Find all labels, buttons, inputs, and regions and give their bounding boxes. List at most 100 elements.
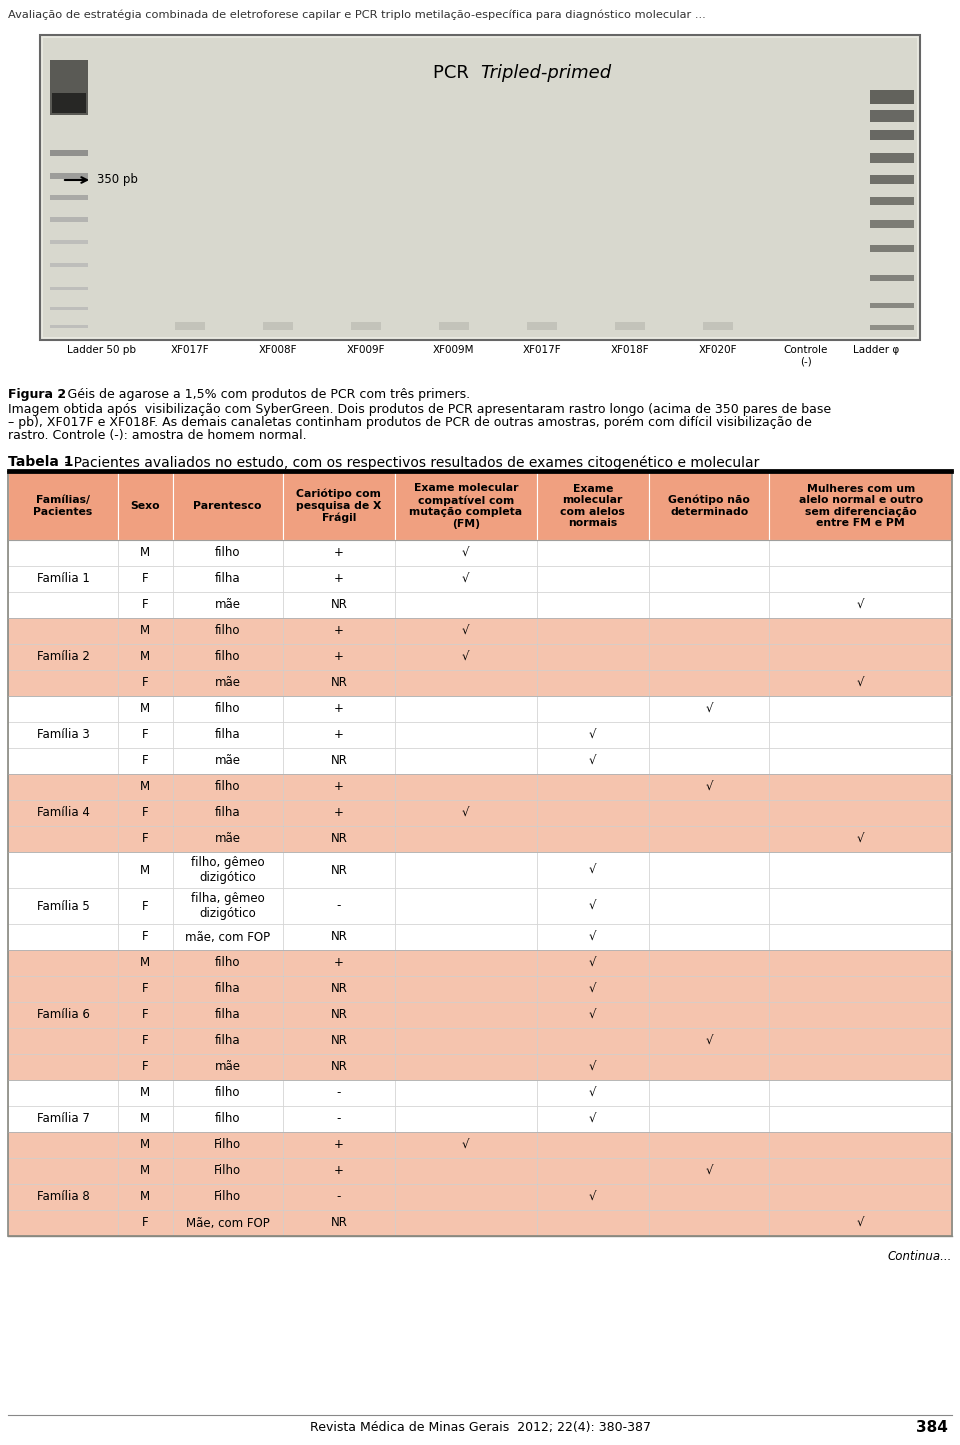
Bar: [283, 670, 396, 696]
Text: – pb), XF017F e XF018F. As demais canaletas continham produtos de PCR de outras : – pb), XF017F e XF018F. As demais canale…: [8, 416, 812, 429]
Text: filha: filha: [215, 983, 241, 996]
Text: √: √: [589, 1009, 596, 1022]
Text: √: √: [589, 1061, 596, 1074]
Bar: [649, 722, 770, 749]
Bar: [649, 1105, 770, 1131]
Bar: [8, 696, 118, 722]
Bar: [118, 1131, 173, 1157]
Bar: [527, 322, 557, 329]
Text: F: F: [142, 1009, 149, 1022]
Bar: [396, 827, 537, 853]
Bar: [283, 975, 396, 1001]
Bar: [283, 592, 396, 618]
Bar: [537, 592, 649, 618]
Bar: [350, 322, 380, 329]
Text: √: √: [706, 1165, 713, 1178]
Bar: [173, 644, 283, 670]
Bar: [396, 473, 537, 540]
Text: M: M: [140, 780, 151, 793]
Bar: [537, 473, 649, 540]
Bar: [173, 618, 283, 644]
Text: +: +: [334, 780, 344, 793]
Bar: [173, 1027, 283, 1053]
Bar: [283, 1001, 396, 1027]
Text: F: F: [142, 754, 149, 767]
Text: Ladder φ: Ladder φ: [852, 345, 900, 355]
Bar: [118, 889, 173, 923]
Bar: [396, 1157, 537, 1183]
Bar: [396, 801, 537, 827]
Text: F: F: [142, 1035, 149, 1048]
Text: F: F: [142, 1061, 149, 1074]
Bar: [649, 801, 770, 827]
Bar: [537, 722, 649, 749]
Bar: [770, 696, 952, 722]
Bar: [770, 975, 952, 1001]
Text: Controle
(-): Controle (-): [783, 345, 828, 367]
Bar: [173, 923, 283, 949]
Bar: [396, 923, 537, 949]
Bar: [173, 670, 283, 696]
Bar: [770, 540, 952, 566]
Bar: [770, 1105, 952, 1131]
Bar: [50, 288, 88, 290]
Bar: [770, 566, 952, 592]
Text: Cariótipo com
pesquisa de X
Frágil: Cariótipo com pesquisa de X Frágil: [297, 488, 382, 523]
Bar: [118, 592, 173, 618]
Bar: [118, 473, 173, 540]
Bar: [870, 175, 914, 184]
Text: +: +: [334, 1165, 344, 1178]
Bar: [537, 1131, 649, 1157]
Bar: [8, 644, 118, 670]
Bar: [8, 1053, 118, 1079]
Text: F: F: [142, 728, 149, 741]
Bar: [649, 592, 770, 618]
Bar: [649, 827, 770, 853]
Text: √: √: [462, 572, 469, 585]
Bar: [50, 306, 88, 311]
Bar: [396, 1131, 537, 1157]
Bar: [537, 696, 649, 722]
Bar: [770, 592, 952, 618]
Bar: [173, 801, 283, 827]
Bar: [173, 853, 283, 889]
Bar: [770, 1157, 952, 1183]
Text: -: -: [337, 1191, 341, 1204]
Bar: [396, 1001, 537, 1027]
Bar: [283, 827, 396, 853]
Text: NR: NR: [330, 931, 348, 944]
Bar: [537, 1053, 649, 1079]
Bar: [118, 923, 173, 949]
Bar: [118, 775, 173, 801]
Bar: [396, 722, 537, 749]
Bar: [173, 749, 283, 775]
Bar: [8, 949, 118, 975]
Bar: [50, 61, 88, 116]
Bar: [396, 670, 537, 696]
Text: Família 2: Família 2: [36, 650, 89, 663]
Bar: [8, 853, 118, 889]
Bar: [537, 1183, 649, 1209]
Bar: [173, 889, 283, 923]
Bar: [396, 618, 537, 644]
Bar: [649, 1079, 770, 1105]
Text: rastro. Controle (-): amostra de homem normal.: rastro. Controle (-): amostra de homem n…: [8, 429, 306, 442]
Bar: [649, 540, 770, 566]
Text: NR: NR: [330, 864, 348, 877]
Bar: [396, 975, 537, 1001]
Bar: [8, 473, 118, 540]
Bar: [649, 566, 770, 592]
Bar: [396, 949, 537, 975]
Bar: [770, 1027, 952, 1053]
Text: Mulheres com um
alelo normal e outro
sem diferenciação
entre FM e PM: Mulheres com um alelo normal e outro sem…: [799, 484, 923, 529]
Text: M: M: [140, 1113, 151, 1126]
Text: - Géis de agarose a 1,5% com produtos de PCR com três primers.: - Géis de agarose a 1,5% com produtos de…: [55, 389, 470, 402]
Bar: [8, 592, 118, 618]
Bar: [396, 889, 537, 923]
Bar: [537, 566, 649, 592]
Bar: [173, 1157, 283, 1183]
Text: -: -: [337, 1113, 341, 1126]
Text: NR: NR: [330, 832, 348, 845]
Bar: [396, 1209, 537, 1235]
Text: √: √: [589, 754, 596, 767]
